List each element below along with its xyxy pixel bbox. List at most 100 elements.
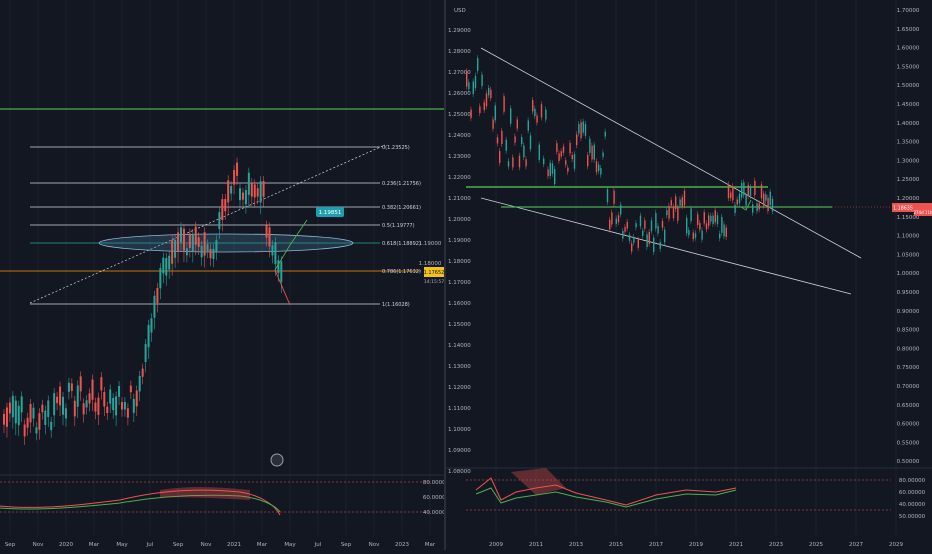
mid-price-tick: 1.27000 — [448, 70, 471, 76]
price-tick: 0.50000 — [897, 459, 920, 465]
candle-body — [591, 145, 593, 160]
price-tick: 0.85000 — [897, 328, 920, 334]
candle-body — [70, 383, 73, 391]
candle-body — [268, 227, 271, 247]
indicator-cloud — [160, 486, 250, 500]
candle-body — [697, 214, 699, 226]
candle-body — [628, 234, 631, 241]
left-chart-pane[interactable]: 0(1.23525) 0.236(1.21756) 0.382(1.20661) 0.… — [0, 0, 450, 550]
candle-body — [94, 402, 97, 412]
candle-body — [109, 389, 112, 404]
candle-body — [708, 215, 710, 227]
time-tick: Nov — [369, 542, 380, 548]
candle-body — [253, 184, 256, 198]
candle-body — [177, 232, 180, 252]
countdown-value: 274d 11h — [913, 210, 932, 215]
right-chart-pane[interactable]: USD 1.29000 1.28000 1.27000 1.26000 1.25000 1.… — [446, 0, 932, 550]
candle-body — [505, 139, 507, 151]
candle-body — [620, 204, 622, 215]
candle-body — [556, 143, 558, 152]
mid-price-tick: 1.28000 — [448, 49, 471, 55]
candle-body — [56, 396, 59, 404]
price-tick: 1.10000 — [897, 234, 920, 240]
candle-body — [545, 109, 547, 120]
candle-body — [677, 207, 679, 221]
candle-body — [250, 183, 253, 197]
candle-body — [103, 392, 106, 407]
candle-body — [754, 180, 756, 196]
mid-price-tick: 1.18000 — [448, 259, 471, 265]
mid-price-tick: 1.13000 — [448, 364, 471, 370]
candle-body — [701, 230, 703, 240]
candle-body — [609, 219, 611, 230]
mid-price-tick: 1.25000 — [448, 112, 471, 118]
price-tick: 1.60000 — [897, 46, 920, 52]
candle-body — [41, 404, 44, 413]
candle-body — [745, 195, 747, 206]
candle-body — [576, 134, 578, 146]
candle-body — [653, 237, 655, 253]
current-price-tag — [424, 267, 445, 277]
candle-body — [624, 227, 626, 232]
time-tick: Mar — [89, 542, 100, 548]
candle-body — [129, 385, 132, 393]
candle-body — [121, 402, 123, 410]
price-tick: 1.50000 — [897, 83, 920, 89]
price-tick: 0.70000 — [897, 384, 920, 390]
candle-body — [633, 236, 635, 243]
candle-body — [44, 410, 47, 425]
indicator-tick: 60.00000 — [899, 490, 926, 496]
candle-body — [503, 96, 505, 112]
candle-body — [765, 194, 767, 201]
indicator-cloud — [511, 468, 566, 495]
time-tick: Sep — [5, 542, 16, 548]
candle-body — [571, 155, 573, 160]
indicator-line-green — [475, 487, 737, 508]
price-tick: 1.15000 — [897, 215, 920, 221]
indicator-tick: 50.00000 — [899, 514, 926, 520]
candle-body — [606, 189, 609, 203]
candle-body — [699, 223, 701, 230]
candle-body — [23, 424, 26, 437]
candle-body — [538, 144, 540, 160]
candle-body — [230, 186, 233, 194]
candle-body — [510, 108, 512, 124]
mid-price-tick: 1.12000 — [448, 385, 471, 391]
candle-body — [501, 130, 503, 145]
candle-body — [593, 144, 595, 160]
candle-body — [712, 215, 714, 225]
candle-body — [714, 210, 716, 223]
candle-body — [256, 188, 259, 197]
price-tick: 0.55000 — [897, 440, 920, 446]
candle-body — [686, 217, 688, 234]
left-price-chart[interactable]: 0(1.23525) 0.236(1.21756) 0.382(1.20661) 0.… — [0, 0, 450, 550]
fib-zone-ellipse — [98, 233, 354, 253]
candle-body — [492, 119, 494, 129]
time-tick: Nov — [201, 542, 212, 548]
candle-body — [637, 239, 639, 248]
candle-body — [694, 233, 697, 238]
candle-body — [247, 172, 250, 195]
candle-body — [719, 233, 721, 239]
candle-body — [670, 200, 672, 206]
candle-body — [239, 188, 241, 201]
candle-body — [617, 215, 620, 223]
pane-divider[interactable] — [444, 0, 446, 550]
candle-body — [721, 216, 723, 233]
time-tick: 2013 — [569, 542, 583, 548]
candle-body — [38, 413, 41, 430]
candle-body — [567, 167, 569, 172]
right-price-chart[interactable]: USD 1.29000 1.28000 1.27000 1.26000 1.25000 1.… — [446, 0, 932, 550]
candle-body — [112, 398, 115, 411]
candle-body — [203, 232, 206, 256]
candle-body — [558, 153, 560, 161]
candle-body — [11, 395, 14, 418]
candle-body — [185, 248, 188, 256]
candle-body — [523, 145, 525, 158]
candle-body — [602, 152, 604, 157]
candle-body — [600, 168, 602, 175]
mid-price-tick: 1.16000 — [448, 301, 471, 307]
candle-body — [565, 160, 567, 165]
candle-body — [615, 218, 617, 225]
time-tick: Mar — [257, 542, 268, 548]
